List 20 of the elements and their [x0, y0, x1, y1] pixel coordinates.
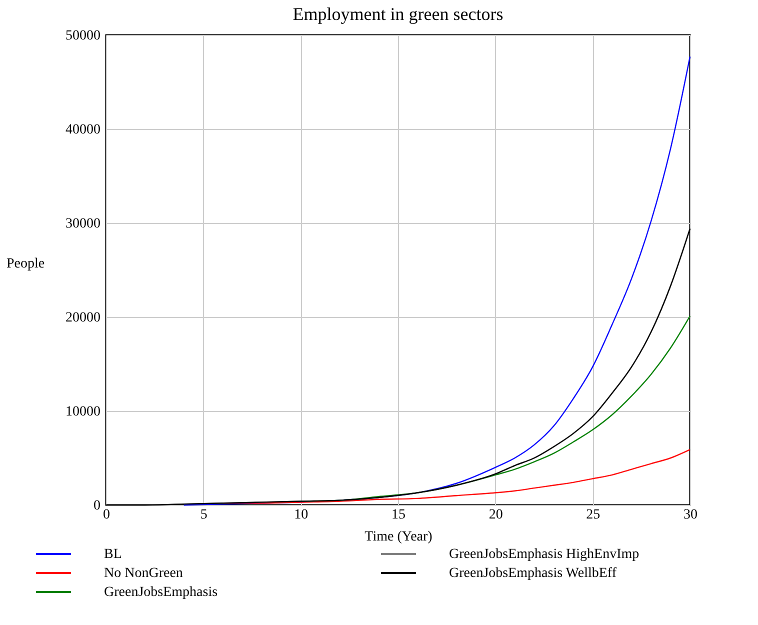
x-tick-label: 15	[392, 508, 406, 522]
x-tick-label: 30	[684, 508, 698, 522]
legend-label: GreenJobsEmphasis	[104, 585, 218, 600]
y-tick-label: 50000	[66, 28, 100, 44]
y-axis-title: People	[6, 256, 45, 272]
y-tick-label: 10000	[66, 404, 100, 420]
y-tick-label: 30000	[66, 216, 100, 232]
chart-title: Employment in green sectors	[292, 4, 504, 24]
y-tick-label: 20000	[66, 310, 100, 326]
legend-label: GreenJobsEmphasis HighEnvImp	[449, 547, 640, 562]
x-tick-label: 5	[200, 508, 208, 522]
x-tick-label: 0	[103, 508, 110, 522]
legend-label: No NonGreen	[104, 566, 183, 581]
legend-label: BL	[104, 547, 122, 562]
x-axis-title: Time (Year)	[364, 530, 433, 544]
y-tick-label: 40000	[66, 122, 100, 138]
x-tick-label: 20	[488, 508, 503, 522]
x-tick-label: 25	[586, 508, 600, 522]
legend-label: GreenJobsEmphasis WellbEff	[449, 566, 617, 581]
x-tick-label: 10	[294, 508, 308, 522]
